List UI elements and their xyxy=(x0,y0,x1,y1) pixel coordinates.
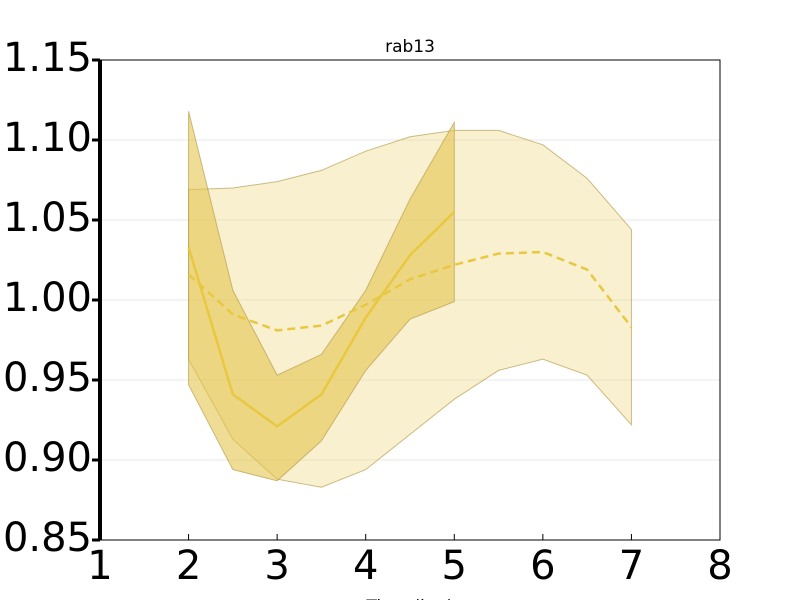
y-tick-label: 0.85 xyxy=(3,515,92,561)
x-axis-label: Time (hrs) xyxy=(366,597,454,600)
y-tick-label: 1.00 xyxy=(3,275,92,321)
x-tick-label: 3 xyxy=(264,543,289,589)
y-tick-label: 1.05 xyxy=(3,195,92,241)
mean-line xyxy=(187,250,633,332)
y-tick-label: 1.10 xyxy=(3,115,92,161)
x-tick-label: 7 xyxy=(619,543,644,589)
y-tick-label: 1.15 xyxy=(3,35,92,81)
y-tick-label: 0.95 xyxy=(3,355,92,401)
x-tick-label: 4 xyxy=(353,543,378,589)
x-tick-label: 8 xyxy=(707,543,732,589)
x-tick-label: 6 xyxy=(530,543,555,589)
x-tick-label: 2 xyxy=(176,543,201,589)
x-tick-label: 5 xyxy=(442,543,467,589)
chart-title: rab13 xyxy=(385,37,435,57)
y-tick-label: 0.90 xyxy=(3,435,92,481)
mean-line xyxy=(187,211,456,428)
x-tick-label: 1 xyxy=(87,543,112,589)
confidence-band xyxy=(188,111,455,482)
